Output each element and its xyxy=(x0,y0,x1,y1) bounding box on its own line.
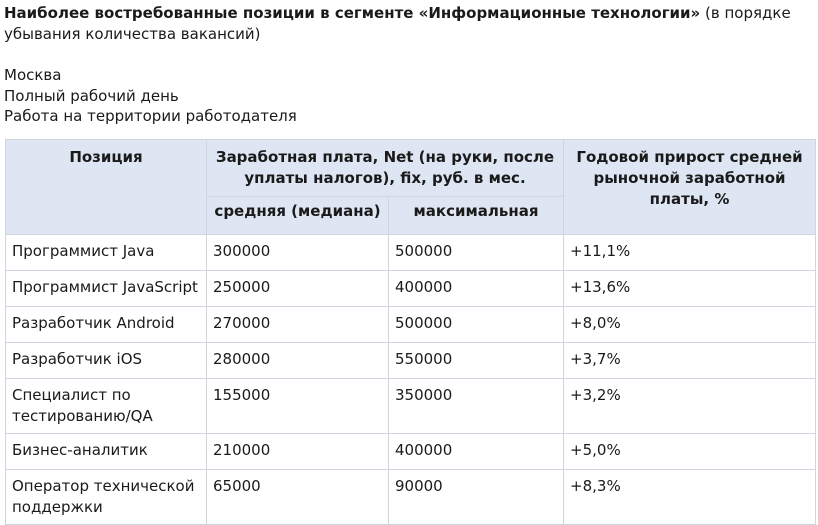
table-row: Оператор технической поддержки 65000 900… xyxy=(5,469,817,525)
header-median: средняя (медиана) xyxy=(206,196,389,235)
filters-block: Москва Полный рабочий день Работа на тер… xyxy=(4,65,297,127)
cell-median: 210000 xyxy=(206,433,389,470)
cell-growth: +13,6% xyxy=(563,270,817,307)
cell-growth: +5,0% xyxy=(563,433,817,470)
cell-median: 250000 xyxy=(206,270,389,307)
table-row: Разработчик iOS 280000 550000 +3,7% xyxy=(5,342,817,379)
meta-location: Работа на территории работодателя xyxy=(4,107,297,125)
meta-city: Москва xyxy=(4,66,62,84)
cell-growth: +3,2% xyxy=(563,378,817,434)
table-row: Специалист по тестированию/QA 155000 350… xyxy=(5,378,817,434)
header-max: максимальная xyxy=(387,196,565,235)
cell-max: 400000 xyxy=(387,433,565,470)
cell-max: 550000 xyxy=(387,342,565,379)
cell-position: Специалист по тестированию/QA xyxy=(5,378,207,434)
meta-schedule: Полный рабочий день xyxy=(4,86,179,105)
header-position: Позиция xyxy=(5,139,207,235)
cell-position: Оператор технической поддержки xyxy=(5,469,207,525)
cell-max: 350000 xyxy=(387,378,565,434)
cell-growth: +11,1% xyxy=(563,234,817,271)
table-row: Разработчик Android 270000 500000 +8,0% xyxy=(5,306,817,343)
cell-position: Разработчик iOS xyxy=(5,342,207,379)
cell-max: 400000 xyxy=(387,270,565,307)
cell-position: Бизнес-аналитик xyxy=(5,433,207,470)
cell-position: Разработчик Android xyxy=(5,306,207,343)
heading-rest: (в порядке убывания количества вакансий) xyxy=(4,4,791,43)
cell-growth: +8,3% xyxy=(563,469,817,525)
cell-median: 270000 xyxy=(206,306,389,343)
cell-position: Программист Java xyxy=(5,234,207,271)
table-row: Программист Java 300000 500000 +11,1% xyxy=(5,234,817,271)
cell-max: 500000 xyxy=(387,306,565,343)
table-row: Бизнес-аналитик 210000 400000 +5,0% xyxy=(5,433,817,470)
cell-max: 500000 xyxy=(387,234,565,271)
cell-position: Программист JavaScript xyxy=(5,270,207,307)
cell-growth: +8,0% xyxy=(563,306,817,343)
cell-median: 65000 xyxy=(206,469,389,525)
cell-median: 155000 xyxy=(206,378,389,434)
cell-median: 300000 xyxy=(206,234,389,271)
cell-growth: +3,7% xyxy=(563,342,817,379)
table-row: Программист JavaScript 250000 400000 +13… xyxy=(5,270,817,307)
heading-bold: Наиболее востребованные позиции в сегмен… xyxy=(4,4,701,22)
header-growth: Годовой прирост средней рыночной заработ… xyxy=(563,139,817,235)
cell-median: 280000 xyxy=(206,342,389,379)
cell-max: 90000 xyxy=(387,469,565,525)
header-salary: Заработная плата, Net (на руки, после уп… xyxy=(205,139,565,197)
salary-table: Позиция Заработная плата, Net (на руки, … xyxy=(5,139,817,525)
page-heading: Наиболее востребованные позиции в сегмен… xyxy=(4,3,804,45)
